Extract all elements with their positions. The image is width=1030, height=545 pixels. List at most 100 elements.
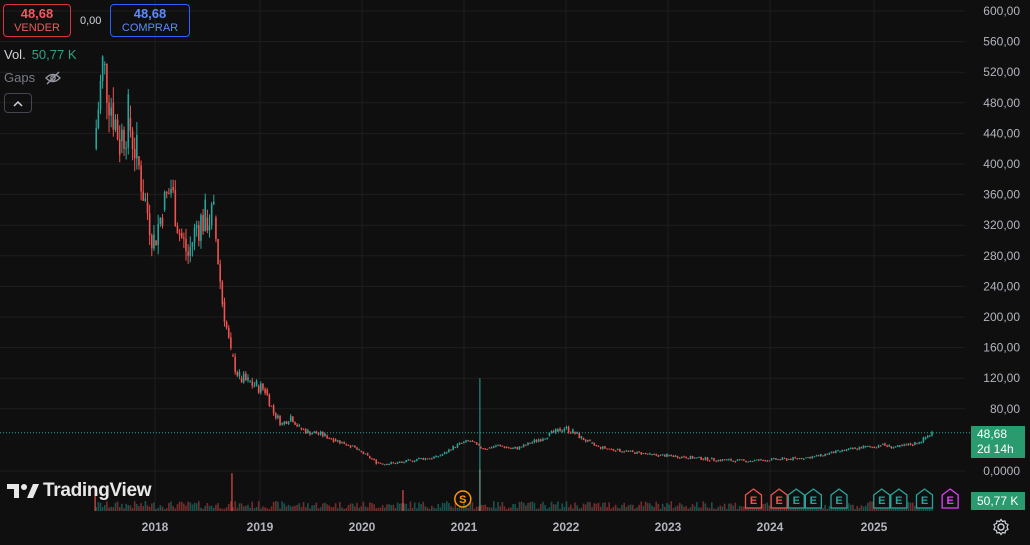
volume-legend: Vol. 50,77 K: [4, 47, 77, 62]
candle-body: [230, 337, 232, 349]
volume-bar: [172, 506, 174, 511]
volume-bar: [911, 502, 914, 511]
candle-body: [204, 199, 207, 232]
candle-body: [649, 453, 651, 455]
volume-bar: [206, 503, 209, 511]
candle-body: [112, 102, 115, 130]
volume-bar: [540, 503, 542, 511]
candle-body: [668, 455, 670, 457]
volume-bar: [144, 501, 147, 511]
volume-bar: [533, 502, 536, 511]
buy-button[interactable]: 48,68 COMPRAR: [110, 4, 190, 37]
volume-bar: [480, 505, 482, 511]
candle-body: [775, 458, 777, 460]
volume-bar: [456, 507, 459, 511]
volume-bar: [129, 505, 132, 511]
volume-bar: [625, 507, 628, 511]
candle-body: [386, 463, 388, 466]
candle-body: [817, 455, 820, 457]
volume-bar: [289, 506, 292, 511]
volume-bar: [482, 505, 484, 511]
volume-bar: [862, 506, 865, 511]
volume-bar: [497, 501, 499, 511]
volume-bar: [828, 506, 831, 511]
volume-bar: [439, 507, 442, 511]
volume-bar: [225, 507, 228, 511]
candle-body: [219, 264, 221, 282]
volume-bar: [163, 508, 166, 511]
volume-bar: [247, 504, 249, 511]
candle-body: [336, 440, 339, 442]
candle-body: [540, 439, 542, 441]
candle-body: [914, 442, 916, 446]
candle-body: [661, 454, 664, 456]
candle-body: [911, 444, 914, 446]
volume-bar: [860, 505, 863, 511]
volume-bar: [99, 502, 102, 511]
candle-body: [155, 240, 157, 246]
candle-body: [689, 456, 692, 459]
candle-body: [360, 450, 363, 452]
candle-body: [877, 445, 880, 448]
candle-body: [589, 439, 591, 442]
volume-bar: [616, 507, 619, 511]
volume-bar: [277, 501, 279, 511]
volume-bar: [507, 507, 510, 511]
eye-off-icon[interactable]: [45, 71, 61, 85]
candle-body: [319, 431, 322, 435]
candle-body: [597, 445, 600, 447]
candle-body: [882, 443, 884, 445]
y-tick-label: 320,00: [983, 218, 1020, 232]
collapse-legend-button[interactable]: [4, 93, 32, 113]
x-tick-label: 2023: [655, 520, 682, 534]
volume-bar: [473, 508, 476, 511]
candle-body: [426, 458, 429, 460]
candle-body: [356, 447, 358, 450]
candle-body: [437, 456, 440, 458]
candle-body: [178, 233, 181, 236]
candle-body: [202, 215, 204, 232]
event-label: E: [878, 495, 885, 507]
volume-bar: [584, 504, 587, 511]
volume-bar: [548, 507, 551, 511]
volume-bar: [212, 507, 215, 511]
candle-body: [136, 134, 138, 159]
volume-bar: [445, 501, 448, 511]
candle-body: [899, 445, 901, 448]
settings-gear-icon[interactable]: [992, 518, 1010, 536]
volume-bar: [272, 502, 275, 511]
sell-button[interactable]: 48,68 VENDER: [3, 4, 71, 37]
candle-body: [584, 440, 587, 442]
x-tick-label: 2020: [349, 520, 376, 534]
candle-body: [773, 458, 775, 460]
candle-body: [242, 373, 245, 383]
candle-body: [409, 459, 412, 461]
candle-body: [439, 455, 442, 457]
volume-bar: [486, 506, 489, 511]
candle-body: [193, 227, 196, 243]
earnings-event-icon: [915, 488, 934, 509]
tradingview-logo[interactable]: TradingView: [7, 480, 152, 502]
volume-bar: [587, 501, 589, 511]
candle-body: [347, 445, 350, 447]
candle-body: [270, 405, 273, 407]
candle-body: [864, 446, 867, 448]
volume-bar: [142, 506, 145, 511]
candle-body: [245, 373, 247, 381]
candle-body: [546, 437, 549, 439]
candle-body: [307, 430, 309, 434]
candle-body: [860, 447, 863, 449]
candle-body: [922, 437, 925, 443]
candle-body: [640, 452, 643, 455]
volume-bar: [110, 506, 112, 511]
candle-body: [159, 217, 162, 224]
candle-body: [796, 458, 799, 460]
volume-bar: [640, 501, 643, 511]
y-tick-label: 600,00: [983, 4, 1020, 18]
candle-body: [420, 458, 422, 460]
candle-body: [657, 455, 660, 457]
volume-bar: [339, 502, 341, 511]
candle-body: [832, 451, 835, 454]
volume-bar: [488, 507, 491, 511]
